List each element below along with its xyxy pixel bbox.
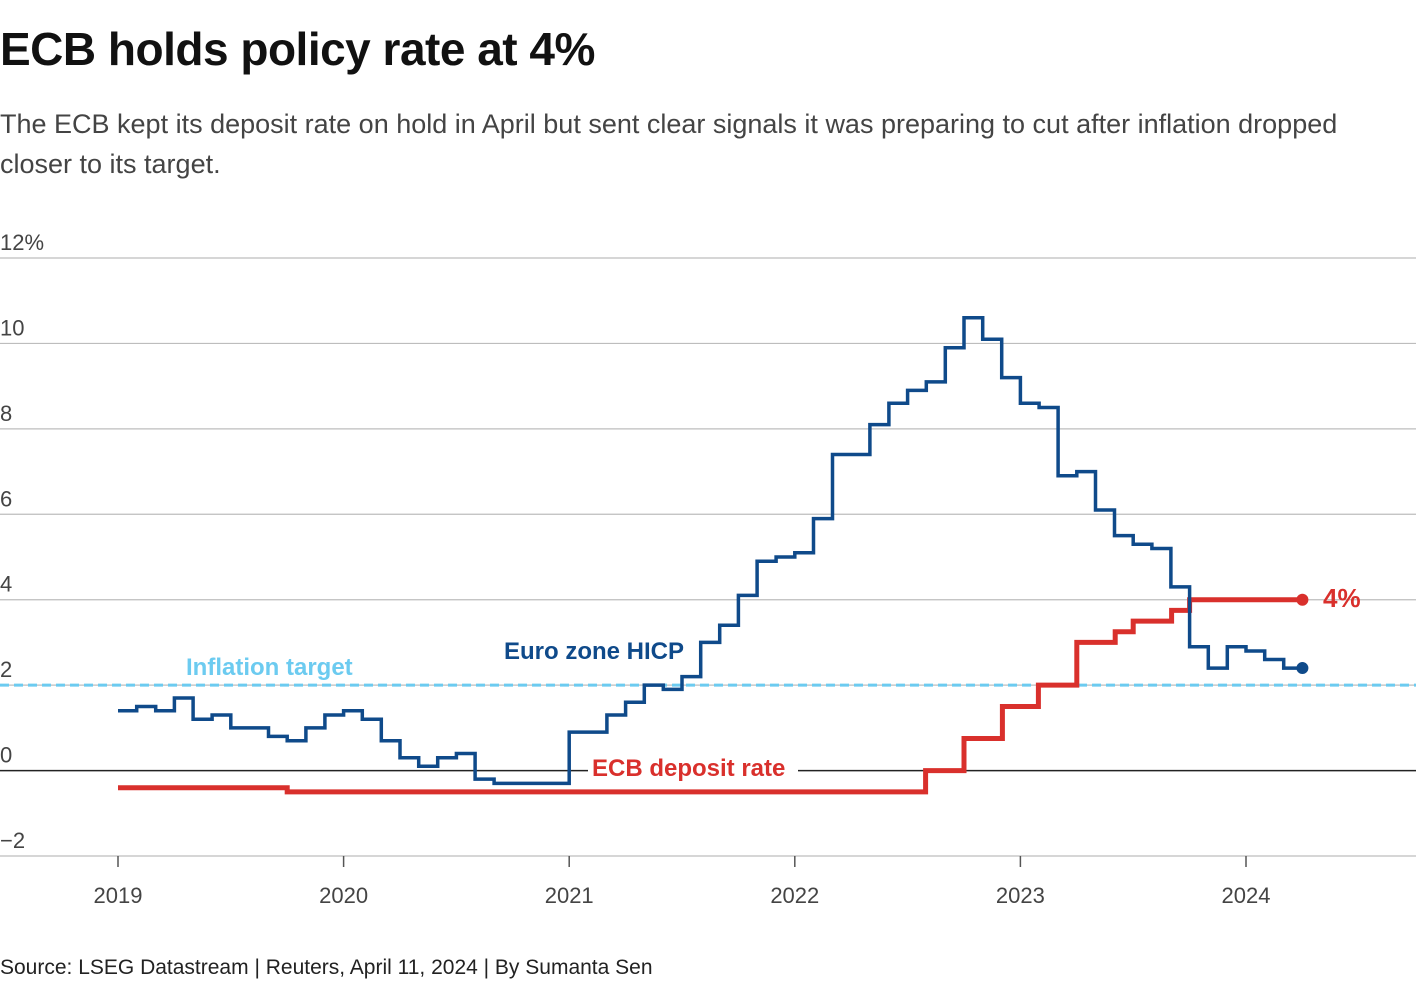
y-tick-label: 2 bbox=[0, 657, 12, 682]
hicp-end-marker bbox=[1296, 662, 1309, 675]
chart-subtitle: The ECB kept its deposit rate on hold in… bbox=[0, 109, 1338, 179]
y-axis-ticks: 12% 10 8 6 4 2 0 −2 bbox=[0, 230, 44, 853]
gridlines bbox=[0, 257, 1416, 857]
y-tick-label: 4 bbox=[0, 572, 12, 597]
x-axis: 2019 2020 2021 2022 2023 2024 bbox=[94, 856, 1271, 908]
deposit-label-background bbox=[588, 752, 798, 784]
x-tick-label: 2023 bbox=[996, 883, 1045, 908]
y-tick-label: 6 bbox=[0, 486, 12, 511]
y-tick-label: −2 bbox=[0, 828, 25, 853]
x-tick-label: 2020 bbox=[319, 883, 368, 908]
deposit-series-label: ECB deposit rate bbox=[592, 755, 785, 782]
hicp-series-label: Euro zone HICP bbox=[504, 638, 684, 665]
deposit-end-marker bbox=[1296, 593, 1309, 606]
x-tick-label: 2022 bbox=[770, 883, 819, 908]
x-tick-label: 2024 bbox=[1222, 883, 1271, 908]
y-tick-label: 12% bbox=[0, 230, 44, 255]
deposit-end-label: 4% bbox=[1323, 583, 1361, 613]
chart-title: ECB holds policy rate at 4% bbox=[0, 23, 595, 75]
y-tick-label: 0 bbox=[0, 743, 12, 768]
deposit-rate-line bbox=[118, 597, 1303, 795]
y-tick-label: 8 bbox=[0, 401, 12, 426]
x-tick-label: 2021 bbox=[545, 883, 594, 908]
source-note: Source: LSEG Datastream | Reuters, April… bbox=[0, 956, 653, 979]
hicp-line bbox=[118, 316, 1303, 786]
y-tick-label: 10 bbox=[0, 315, 24, 340]
inflation-target-label: Inflation target bbox=[186, 654, 353, 681]
x-tick-label: 2019 bbox=[94, 883, 143, 908]
